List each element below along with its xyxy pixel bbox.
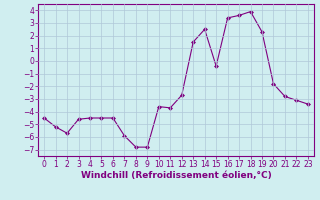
X-axis label: Windchill (Refroidissement éolien,°C): Windchill (Refroidissement éolien,°C) [81,171,271,180]
